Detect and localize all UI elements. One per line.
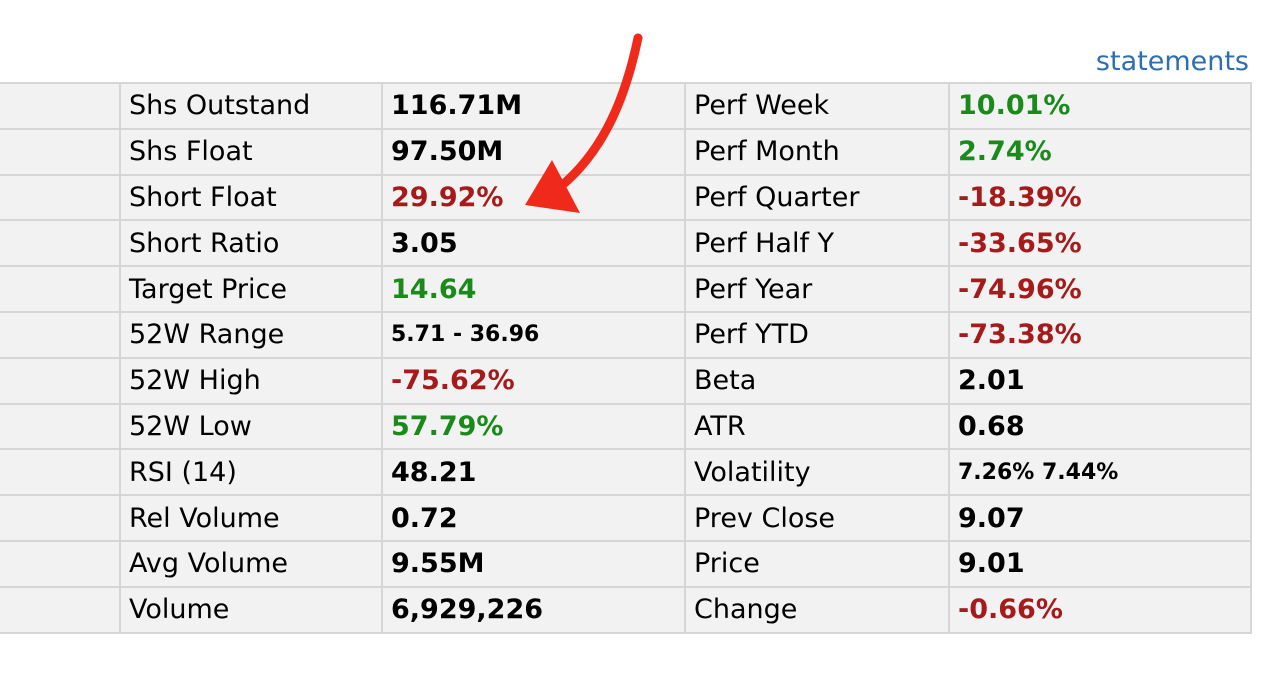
table-row: RSI (14) 48.21 Volatility 7.26% 7.44% — [0, 448, 1252, 497]
metric-value: -18.39% — [948, 173, 1252, 222]
metric-label: 52W Low — [119, 402, 383, 451]
metric-value: -75.62% — [381, 356, 686, 405]
metric-label: Avg Volume — [119, 539, 383, 588]
table-row: Short Ratio 3.05 Perf Half Y -33.65% — [0, 219, 1252, 268]
blank-cell — [0, 265, 121, 313]
metric-label: Prev Close — [684, 494, 950, 542]
blank-cell — [0, 402, 121, 451]
metric-value: 14.64 — [381, 265, 686, 313]
metric-value: 7.26% 7.44% — [948, 448, 1252, 497]
metric-value: 29.92% — [381, 173, 686, 222]
metric-label: Perf Quarter — [684, 173, 950, 222]
table-row: Target Price 14.64 Perf Year -74.96% — [0, 265, 1252, 313]
metric-label: Volatility — [684, 448, 950, 497]
metric-value: 116.71M — [381, 82, 686, 130]
table-row: 52W Range 5.71 - 36.96 Perf YTD -73.38% — [0, 310, 1252, 359]
table-row: 52W Low 57.79% ATR 0.68 — [0, 402, 1252, 451]
metric-value: 6,929,226 — [381, 585, 686, 634]
table-row: Rel Volume 0.72 Prev Close 9.07 — [0, 494, 1252, 542]
metric-value: 2.01 — [948, 356, 1252, 405]
metric-value: 48.21 — [381, 448, 686, 497]
table-row: Shs Float 97.50M Perf Month 2.74% — [0, 127, 1252, 176]
metric-label: 52W Range — [119, 310, 383, 359]
metric-value: -33.65% — [948, 219, 1252, 268]
blank-cell — [0, 494, 121, 542]
blank-cell — [0, 539, 121, 588]
metric-label: Perf Year — [684, 265, 950, 313]
metric-label: Short Ratio — [119, 219, 383, 268]
table-row: Shs Outstand 116.71M Perf Week 10.01% — [0, 82, 1252, 130]
metric-value: 3.05 — [381, 219, 686, 268]
blank-cell — [0, 173, 121, 222]
metric-value: -0.66% — [948, 585, 1252, 634]
blank-cell — [0, 448, 121, 497]
metric-value: 5.71 - 36.96 — [381, 310, 686, 359]
metric-value: 9.55M — [381, 539, 686, 588]
metric-label: Price — [684, 539, 950, 588]
metric-value: 2.74% — [948, 127, 1252, 176]
metric-value: 9.07 — [948, 494, 1252, 542]
blank-cell — [0, 356, 121, 405]
metric-label: Shs Outstand — [119, 82, 383, 130]
metric-label: Perf Half Y — [684, 219, 950, 268]
metric-label: ATR — [684, 402, 950, 451]
snapshot-table: Shs Outstand 116.71M Perf Week 10.01% Shs Fl… — [0, 82, 1252, 634]
metric-label: Change — [684, 585, 950, 634]
metric-label: Perf YTD — [684, 310, 950, 359]
table-row: Short Float 29.92% Perf Quarter -18.39% — [0, 173, 1252, 222]
metric-value: 57.79% — [381, 402, 686, 451]
metric-label: Rel Volume — [119, 494, 383, 542]
metric-value: 9.01 — [948, 539, 1252, 588]
metric-label: RSI (14) — [119, 448, 383, 497]
blank-cell — [0, 585, 121, 634]
statements-link[interactable]: statements — [1095, 46, 1249, 77]
metric-value: 0.72 — [381, 494, 686, 542]
metric-label: Volume — [119, 585, 383, 634]
metric-value: 0.68 — [948, 402, 1252, 451]
metric-label: Shs Float — [119, 127, 383, 176]
table-row: 52W High -75.62% Beta 2.01 — [0, 356, 1252, 405]
table-row: Volume 6,929,226 Change -0.66% — [0, 585, 1252, 634]
metric-value: 10.01% — [948, 82, 1252, 130]
blank-cell — [0, 219, 121, 268]
table-row: Avg Volume 9.55M Price 9.01 — [0, 539, 1252, 588]
metric-value: -73.38% — [948, 310, 1252, 359]
metric-label: Beta — [684, 356, 950, 405]
metric-value: -74.96% — [948, 265, 1252, 313]
metric-value: 97.50M — [381, 127, 686, 176]
metric-label: 52W High — [119, 356, 383, 405]
blank-cell — [0, 310, 121, 359]
blank-cell — [0, 82, 121, 130]
metric-label: Perf Month — [684, 127, 950, 176]
blank-cell — [0, 127, 121, 176]
metric-label: Short Float — [119, 173, 383, 222]
metric-label: Perf Week — [684, 82, 950, 130]
metric-label: Target Price — [119, 265, 383, 313]
